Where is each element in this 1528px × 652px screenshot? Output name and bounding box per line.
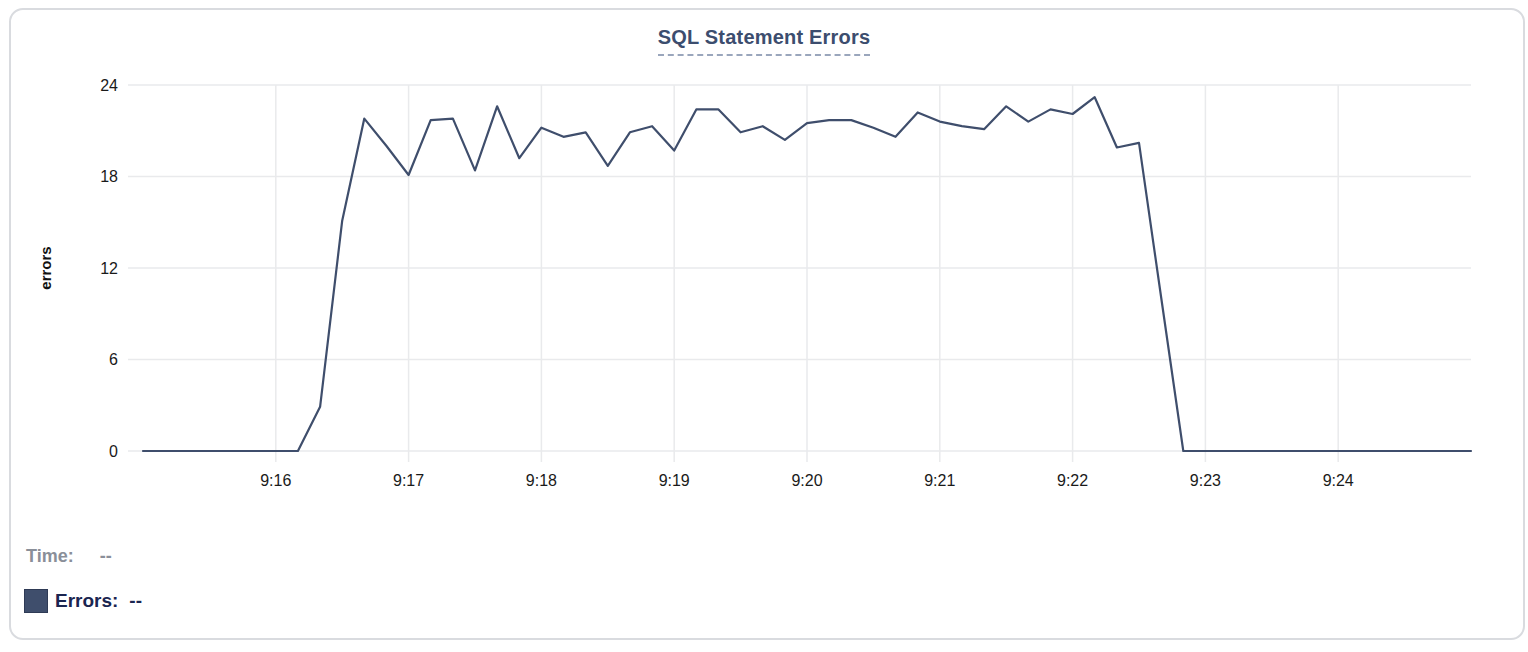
tooltip-errors-value: -- <box>129 590 142 612</box>
x-tick-label: 9:24 <box>1323 472 1354 489</box>
chart-panel: SQL Statement Errors errors 241812609:16… <box>0 0 1528 652</box>
y-tick-label: 6 <box>109 351 118 368</box>
y-tick-label: 18 <box>100 168 118 185</box>
x-tick-label: 9:22 <box>1057 472 1088 489</box>
line-chart-plot-area[interactable]: 24 18 12 6 0 9:16 9:17 9:18 9:19 9:20 9:21 9:22 9:23… <box>0 0 1528 500</box>
y-tick-label: 12 <box>100 260 118 277</box>
x-tick-label: 9:19 <box>659 472 690 489</box>
x-tick-label: 9:16 <box>260 472 291 489</box>
y-tick-label: 0 <box>109 443 118 460</box>
x-tick-label: 9:20 <box>791 472 822 489</box>
tooltip-time-row: Time: -- <box>26 546 112 567</box>
y-tick-label: 24 <box>100 77 118 94</box>
x-tick-label: 9:18 <box>526 472 557 489</box>
errors-series-swatch <box>24 589 48 613</box>
legend-errors-row: Errors: -- <box>24 589 142 613</box>
x-tick-label: 9:17 <box>393 472 424 489</box>
tooltip-time-label: Time: <box>26 546 74 567</box>
x-tick-label: 9:23 <box>1190 472 1221 489</box>
x-tick-label: 9:21 <box>924 472 955 489</box>
tooltip-time-value: -- <box>100 546 112 567</box>
legend-errors-label: Errors: <box>55 590 118 612</box>
